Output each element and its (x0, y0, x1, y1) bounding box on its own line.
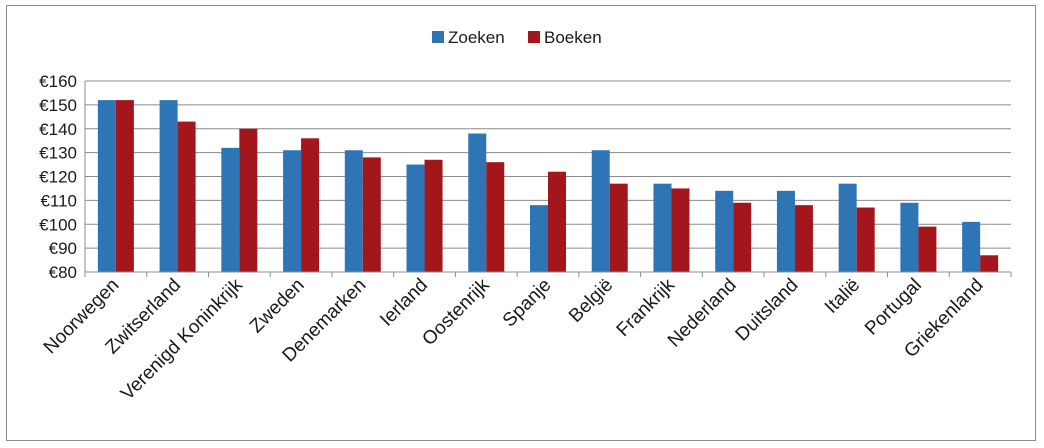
y-tick-label: €110 (40, 191, 77, 210)
x-tick-label: Zweden (246, 275, 309, 338)
bar-boeken (362, 157, 381, 272)
legend: Zoeken Boeken (432, 28, 602, 47)
y-axis-ticks: €80 €90 €100 €110 €120 €130 €140 €150 €160 (39, 72, 77, 282)
bar-boeken (301, 138, 320, 272)
bar-boeken (856, 207, 875, 272)
bars (97, 100, 999, 273)
legend-swatch (528, 31, 540, 43)
x-tick-label: Spanje (499, 275, 556, 332)
bar-zoeken (591, 150, 610, 272)
y-tick-label: €160 (39, 72, 77, 91)
y-tick-label: €140 (39, 120, 77, 139)
bar-zoeken (468, 133, 487, 272)
bar-boeken (239, 128, 258, 272)
bar-zoeken (776, 190, 795, 272)
y-tick-label: €120 (39, 168, 77, 187)
y-tick-label: €80 (49, 263, 77, 282)
legend-label: Boeken (544, 28, 602, 47)
bar-zoeken (221, 147, 240, 272)
bar-boeken (918, 226, 937, 272)
bar-boeken (115, 100, 134, 272)
axes (84, 81, 1012, 277)
bar-boeken (424, 159, 443, 272)
bar-zoeken (715, 190, 734, 272)
bar-boeken (794, 205, 813, 272)
bar-zoeken (344, 150, 363, 272)
bar-zoeken (406, 164, 425, 272)
bar-zoeken (530, 205, 548, 272)
bar-boeken (548, 171, 566, 272)
bar-zoeken (97, 100, 116, 272)
bar-boeken (486, 162, 505, 272)
x-tick-label: Verenigd Koninkrijk (117, 274, 247, 404)
bar-boeken (177, 121, 196, 273)
bar-boeken (609, 183, 628, 272)
bar-boeken (980, 255, 999, 272)
bar-chart: Zoeken Boeken €80€90€100€110€120€130€140€… (39, 28, 1012, 405)
x-tick-label: Ierland (376, 275, 432, 331)
bar-zoeken (962, 221, 981, 272)
y-tick-label: €100 (39, 215, 77, 234)
bar-zoeken (900, 202, 919, 272)
bar-boeken (671, 188, 690, 272)
y-tick-label: €150 (39, 96, 77, 115)
bar-zoeken (283, 150, 302, 272)
x-tick-label: Oostenrijk (418, 274, 494, 350)
bar-boeken (733, 202, 752, 272)
bar-zoeken (838, 183, 857, 272)
x-tick-label: België (565, 275, 617, 327)
legend-label: Zoeken (448, 28, 505, 47)
y-tick-label: €130 (39, 144, 77, 163)
bar-zoeken (159, 100, 178, 272)
chart-frame: Zoeken Boeken €80 €90 €100 €110 €120 €130 €140 €… (6, 5, 1036, 441)
legend-swatch (432, 31, 444, 43)
x-tick-label: Portugal (861, 275, 926, 340)
x-tick-label: Italië (821, 275, 864, 318)
bar-zoeken (653, 183, 672, 272)
x-tick-label: Duitsland (732, 275, 803, 346)
y-tick-label: €90 (49, 239, 77, 258)
